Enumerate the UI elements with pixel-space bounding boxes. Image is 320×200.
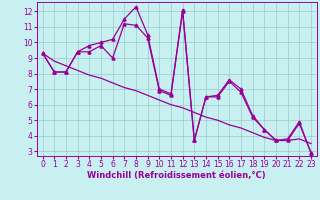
- X-axis label: Windchill (Refroidissement éolien,°C): Windchill (Refroidissement éolien,°C): [87, 171, 266, 180]
